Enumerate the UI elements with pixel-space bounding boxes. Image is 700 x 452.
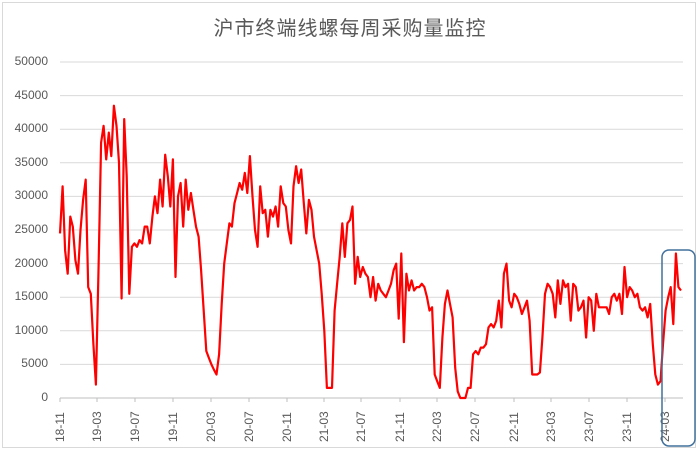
y-tick-label: 35000: [14, 154, 48, 169]
y-tick-label: 40000: [14, 121, 48, 136]
y-tick-label: 30000: [14, 188, 48, 203]
y-tick-label: 50000: [14, 54, 48, 68]
y-tick-label: 45000: [14, 87, 48, 102]
y-tick-label: 25000: [14, 222, 48, 236]
y-tick-label: 0: [41, 390, 48, 404]
gridlines: [60, 61, 683, 399]
y-tick-label: 20000: [14, 255, 48, 270]
chart-title: 沪市终端线螺每周采购量监控: [213, 16, 487, 40]
x-axis-ticks: [59, 398, 666, 402]
chart-frame: [2, 2, 696, 448]
highlight-box: [661, 249, 696, 447]
y-tick-label: 10000: [14, 322, 48, 337]
y-tick-label: 5000: [21, 356, 48, 371]
data-line: [58, 104, 682, 400]
y-tick-label: 15000: [14, 289, 48, 304]
